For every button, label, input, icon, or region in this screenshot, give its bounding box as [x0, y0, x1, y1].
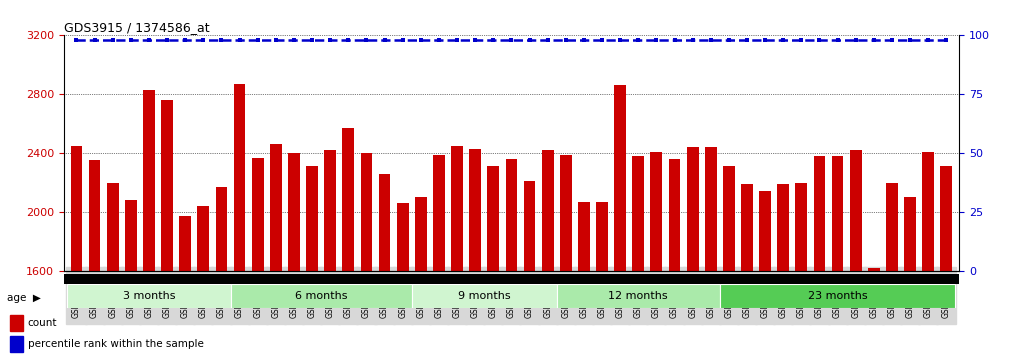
Bar [777, 184, 789, 271]
Bar [379, 174, 390, 271]
Bar [578, 202, 590, 271]
Bar [415, 197, 427, 271]
Bar [68, 284, 230, 308]
Text: GDS3915 / 1374586_at: GDS3915 / 1374586_at [64, 21, 210, 34]
Bar [270, 144, 282, 271]
Bar [230, 284, 412, 308]
Bar [10, 336, 23, 352]
Bar [107, 183, 118, 271]
Bar [412, 284, 557, 308]
Text: 9 months: 9 months [458, 291, 510, 301]
Bar [560, 155, 572, 271]
Bar [125, 200, 137, 271]
Bar [88, 160, 101, 271]
Bar [288, 153, 299, 271]
Bar [795, 183, 808, 271]
Bar [451, 146, 463, 271]
Text: 23 months: 23 months [808, 291, 867, 301]
Bar [162, 100, 173, 271]
Text: 12 months: 12 months [608, 291, 668, 301]
Bar [720, 284, 955, 308]
Bar [397, 203, 409, 271]
Bar [469, 149, 482, 271]
Bar [198, 206, 209, 271]
Text: 6 months: 6 months [295, 291, 348, 301]
Bar [633, 156, 644, 271]
Bar [705, 147, 716, 271]
Bar [596, 202, 608, 271]
Bar [886, 183, 898, 271]
Bar [252, 158, 263, 271]
Bar [922, 152, 934, 271]
Bar [941, 166, 952, 271]
Bar [850, 150, 861, 271]
Bar [904, 197, 916, 271]
Bar [215, 187, 227, 271]
Bar [650, 152, 663, 271]
Text: count: count [28, 318, 58, 328]
Bar [10, 315, 23, 331]
Bar [759, 192, 771, 271]
Bar [868, 268, 880, 271]
Bar [524, 181, 535, 271]
Bar [831, 156, 844, 271]
Bar [71, 146, 82, 271]
Bar [234, 84, 246, 271]
Bar [686, 147, 699, 271]
Bar [433, 155, 445, 271]
Bar [360, 153, 372, 271]
Bar [64, 274, 959, 284]
Text: age  ▶: age ▶ [7, 293, 41, 303]
Bar [307, 166, 318, 271]
Bar [343, 128, 354, 271]
Bar [669, 159, 680, 271]
Text: 3 months: 3 months [122, 291, 175, 301]
Bar [814, 156, 825, 271]
Bar [324, 150, 336, 271]
Bar [505, 159, 518, 271]
Bar [143, 90, 154, 271]
Bar [541, 150, 554, 271]
Bar [488, 166, 499, 271]
Bar [741, 184, 753, 271]
Bar [614, 85, 626, 271]
Bar [723, 166, 735, 271]
Text: percentile rank within the sample: percentile rank within the sample [28, 339, 204, 349]
Bar [557, 284, 720, 308]
Bar [179, 216, 191, 271]
